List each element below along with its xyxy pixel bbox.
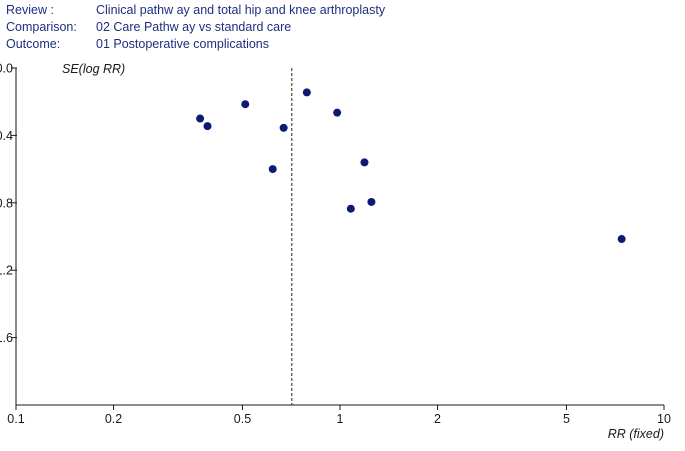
y-tick-label: 1.6 bbox=[0, 331, 13, 345]
y-tick-label: 0.4 bbox=[0, 129, 13, 143]
study-point bbox=[241, 100, 250, 109]
y-tick-label: 0.8 bbox=[0, 196, 13, 210]
outcome-key: Outcome: bbox=[6, 37, 61, 51]
axes-group: 0.0 0.4 0.8 1.2 1.6 0.1 0.2 0.5 1 2 5 10 bbox=[0, 62, 671, 427]
comparison-value: 02 Care Pathw ay vs standard care bbox=[96, 20, 292, 34]
comparison-key: Comparison: bbox=[6, 20, 77, 34]
study-point bbox=[196, 114, 205, 123]
review-key: Review : bbox=[6, 3, 54, 17]
x-tick-label: 0.5 bbox=[234, 412, 251, 426]
study-point bbox=[302, 88, 311, 97]
y-tick-label: 0.0 bbox=[0, 62, 13, 76]
study-point bbox=[360, 158, 369, 167]
study-point bbox=[367, 197, 376, 206]
x-tick-label: 0.2 bbox=[105, 412, 122, 426]
study-point bbox=[346, 204, 355, 213]
comparison-row: Comparison: 02 Care Pathw ay vs standard… bbox=[6, 19, 385, 36]
outcome-value: 01 Postoperative complications bbox=[96, 37, 270, 51]
study-point bbox=[333, 108, 342, 117]
study-point bbox=[268, 165, 277, 174]
study-point bbox=[279, 123, 288, 132]
x-tick-label: 5 bbox=[563, 412, 570, 426]
outcome-row: Outcome: 01 Postoperative complications bbox=[6, 36, 385, 53]
x-tick-label: 10 bbox=[657, 412, 671, 426]
x-tick-label: 2 bbox=[434, 412, 441, 426]
review-value: Clinical pathw ay and total hip and knee… bbox=[96, 3, 386, 17]
study-point bbox=[617, 235, 626, 244]
y-axis-label: SE(log RR) bbox=[62, 62, 125, 76]
study-point bbox=[203, 122, 212, 131]
x-tick-label: 1 bbox=[337, 412, 344, 426]
y-tick-label: 1.2 bbox=[0, 264, 13, 278]
chart-header: Review : Clinical pathw ay and total hip… bbox=[6, 2, 385, 53]
x-axis-label: RR (fixed) bbox=[608, 427, 664, 441]
x-tick-label: 0.1 bbox=[7, 412, 24, 426]
points-group bbox=[196, 88, 626, 244]
review-row: Review : Clinical pathw ay and total hip… bbox=[6, 2, 385, 19]
